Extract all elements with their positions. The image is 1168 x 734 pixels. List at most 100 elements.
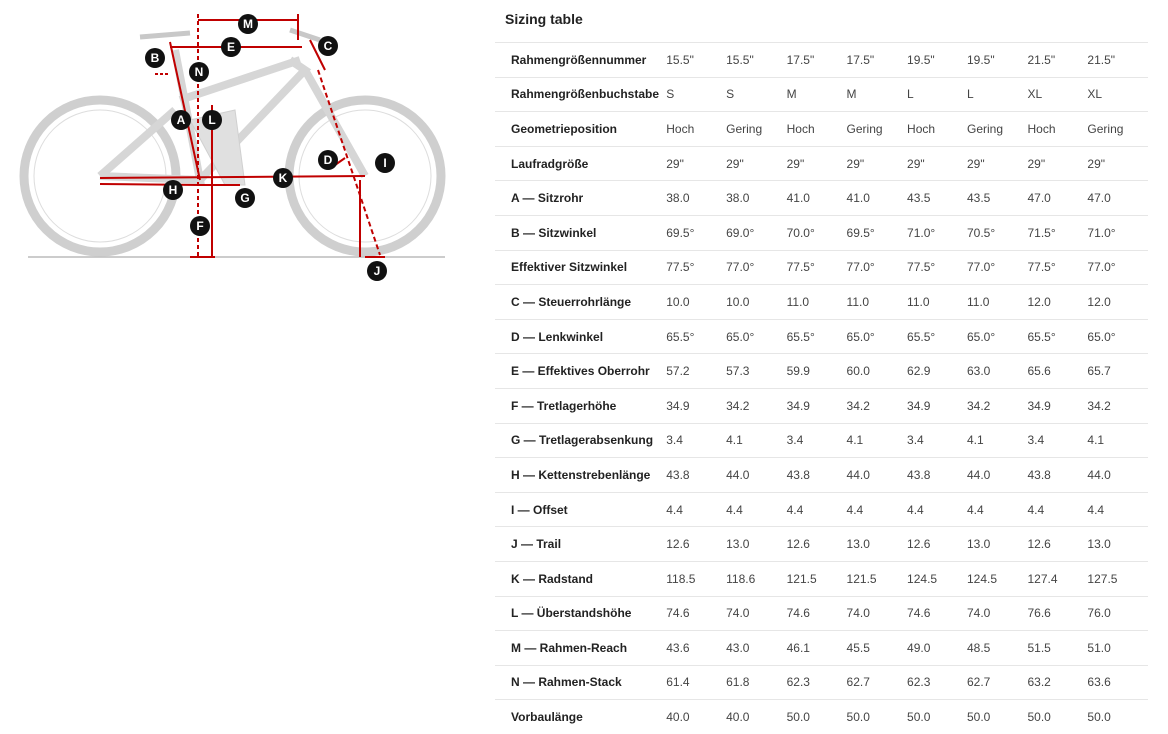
table-cell: 47.0	[1027, 180, 1088, 216]
svg-text:B: B	[151, 51, 160, 65]
label-d: D	[318, 150, 338, 170]
row-label: E — Effektives Oberrohr	[495, 353, 667, 389]
label-j: J	[367, 261, 387, 281]
table-cell: 11.0	[966, 284, 1028, 320]
label-b: B	[145, 48, 165, 68]
row-label: Rahmengrößenbuchstabe	[495, 76, 667, 112]
table-cell: 63.6	[1087, 664, 1148, 700]
table-cell: 34.2	[1087, 387, 1148, 424]
table-cell: 43.5	[907, 180, 967, 216]
row-label: J — Trail	[495, 526, 667, 562]
table-cell: 71.5°	[1027, 214, 1088, 251]
table-cell: 65.0°	[966, 318, 1028, 354]
table-cell: 19.5"	[907, 42, 967, 78]
bike-illustration	[19, 27, 446, 258]
row-label: A — Sitzrohr	[495, 180, 667, 216]
table-cell: 57.3	[726, 353, 787, 389]
table-cell: 43.8	[786, 457, 847, 493]
table-cell: 74.0	[966, 595, 1028, 631]
bike-geometry-diagram: M E C B N A L D I K H G F J	[19, 14, 446, 281]
table-cell: 11.0	[907, 284, 967, 320]
table-cell: 69.0°	[726, 214, 787, 251]
svg-text:K: K	[279, 171, 288, 185]
table-cell: 4.1	[726, 422, 787, 458]
table-cell: 43.5	[966, 180, 1028, 216]
table-cell: 29"	[726, 145, 787, 181]
sizing-table-title: Sizing table	[505, 11, 583, 27]
svg-text:H: H	[169, 183, 178, 197]
table-cell: 3.4	[666, 422, 727, 458]
table-row: I — Offset 4.4 4.4 4.4 4.4 4.4 4.4 4.4 4.4	[495, 491, 1148, 527]
table-cell: 62.7	[966, 664, 1028, 700]
table-cell: 10.0	[666, 284, 727, 320]
table-cell: 12.6	[1027, 526, 1088, 562]
table-cell: 44.0	[726, 457, 787, 493]
table-cell: 121.5	[786, 560, 847, 596]
label-i: I	[375, 153, 395, 173]
table-row: Rahmengrößennummer 15.5" 15.5" 17.5" 17.5" 19…	[495, 42, 1148, 78]
table-cell: 38.0	[666, 180, 727, 216]
label-l: L	[202, 110, 222, 130]
table-cell: Hoch	[907, 111, 967, 147]
table-cell: Hoch	[786, 111, 847, 147]
table-cell: 29"	[1027, 145, 1088, 181]
table-cell: 65.5°	[666, 318, 727, 354]
table-cell: 61.8	[726, 664, 787, 700]
table-cell: 50.0	[1087, 699, 1148, 734]
table-cell: 74.0	[726, 595, 787, 631]
table-cell: 4.4	[846, 491, 908, 527]
svg-text:G: G	[240, 191, 249, 205]
table-cell: 34.9	[666, 387, 727, 424]
table-cell: 44.0	[1087, 457, 1148, 493]
label-c: C	[318, 36, 338, 56]
table-cell: 77.0°	[726, 249, 787, 285]
table-row: Geometrieposition Hoch Gering Hoch Gering Hoc…	[495, 111, 1148, 147]
table-row: Effektiver Sitzwinkel 77.5° 77.0° 77.5° 77.0…	[495, 249, 1148, 285]
table-cell: 4.4	[726, 491, 787, 527]
table-cell: 69.5°	[666, 214, 727, 251]
table-cell: 19.5"	[966, 42, 1028, 78]
table-cell: 12.6	[786, 526, 847, 562]
table-cell: 3.4	[786, 422, 847, 458]
label-k: K	[273, 168, 293, 188]
table-cell: 77.5°	[1027, 249, 1088, 285]
table-cell: 76.6	[1027, 595, 1088, 631]
table-cell: 13.0	[726, 526, 787, 562]
table-cell: 63.0	[966, 353, 1028, 389]
table-cell: 62.7	[846, 664, 908, 700]
table-cell: 70.5°	[966, 214, 1028, 251]
table-row: D — Lenkwinkel 65.5° 65.0° 65.5° 65.0° 65.5° 6…	[495, 318, 1148, 354]
row-label: L — Überstandshöhe	[495, 595, 667, 631]
table-cell: 34.2	[726, 387, 787, 424]
table-cell: 65.5°	[786, 318, 847, 354]
table-cell: 43.0	[726, 630, 787, 666]
table-cell: 46.1	[786, 630, 847, 666]
table-cell: 59.9	[786, 353, 847, 389]
table-cell: Gering	[1087, 111, 1148, 147]
table-cell: 77.0°	[966, 249, 1028, 285]
table-cell: 50.0	[907, 699, 967, 734]
table-cell: 4.4	[966, 491, 1028, 527]
table-cell: 69.5°	[846, 214, 908, 251]
table-cell: 62.9	[907, 353, 967, 389]
row-label: Effektiver Sitzwinkel	[495, 249, 667, 285]
table-row: H — Kettenstrebenlänge 43.8 44.0 43.8 44.0 43…	[495, 457, 1148, 493]
table-cell: 34.9	[907, 387, 967, 424]
table-row: G — Tretlagerabsenkung 3.4 4.1 3.4 4.1 3.4 4.1…	[495, 422, 1148, 458]
table-cell: M	[846, 76, 908, 112]
table-cell: 12.6	[907, 526, 967, 562]
table-cell: 77.0°	[1087, 249, 1148, 285]
table-cell: 62.3	[786, 664, 847, 700]
table-cell: 121.5	[846, 560, 908, 596]
table-cell: 65.5°	[907, 318, 967, 354]
table-cell: 34.2	[966, 387, 1028, 424]
table-row: K — Radstand 118.5 118.6 121.5 121.5 124.5 124…	[495, 560, 1148, 596]
row-label: Rahmengrößennummer	[495, 42, 667, 78]
table-cell: 127.5	[1087, 560, 1148, 596]
table-cell: 77.5°	[907, 249, 967, 285]
table-cell: 4.4	[1087, 491, 1148, 527]
table-row: M — Rahmen-Reach 43.6 43.0 46.1 45.5 49.0 48.5…	[495, 630, 1148, 666]
table-cell: S	[666, 76, 727, 112]
table-cell: 12.0	[1087, 284, 1148, 320]
table-cell: 65.0°	[846, 318, 908, 354]
